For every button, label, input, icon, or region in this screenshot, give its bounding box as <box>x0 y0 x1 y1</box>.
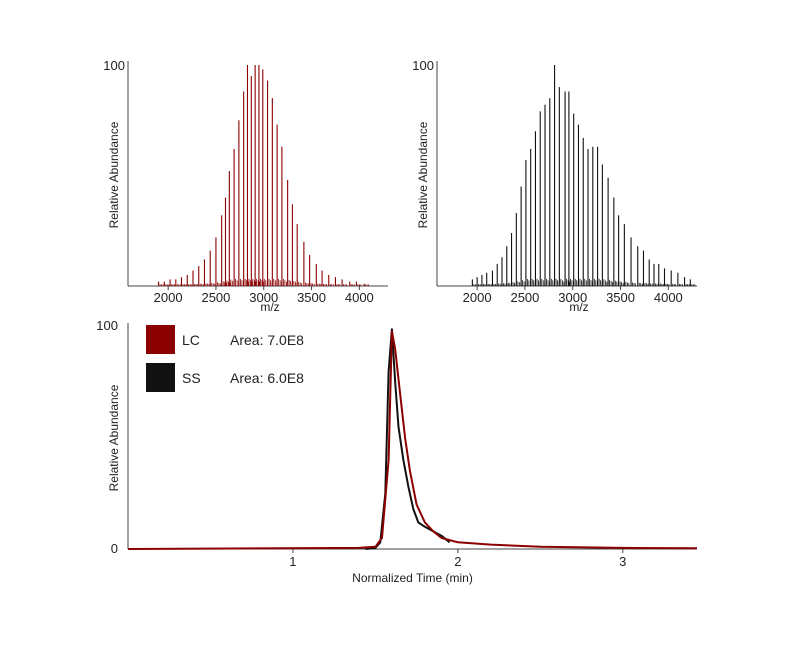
x-axis-title: m/z <box>260 300 279 314</box>
y-axis-title: Relative Abundance <box>107 121 121 228</box>
legend-area-lc: Area: 7.0E8 <box>230 332 304 348</box>
x-axis-title: m/z <box>569 300 588 314</box>
x-axis-title: Normalized Time (min) <box>352 571 473 585</box>
x-tick-label: 3 <box>619 554 626 569</box>
y-tick-label: 100 <box>96 318 118 333</box>
x-tick-label: 3000 <box>249 290 278 305</box>
y-axis-title: Relative Abundance <box>107 384 121 491</box>
x-tick-label: 4000 <box>654 290 683 305</box>
y-tick-label: 100 <box>103 58 125 73</box>
spectrum-peaks <box>158 65 370 286</box>
x-tick-label: 3500 <box>606 290 635 305</box>
y-tick-label: 100 <box>412 58 434 73</box>
y-axis-title: Relative Abundance <box>416 121 430 228</box>
x-tick-label: 2000 <box>154 290 183 305</box>
legend-label-ss: SS <box>182 370 201 386</box>
x-tick-label: 4000 <box>345 290 374 305</box>
legend-swatch-lc <box>146 325 175 354</box>
chromatogram-line-lc <box>127 330 698 550</box>
legend-label-lc: LC <box>182 332 200 348</box>
spectrum-peaks <box>471 65 696 286</box>
x-tick-label: 2 <box>454 554 461 569</box>
x-tick-label: 3000 <box>558 290 587 305</box>
y-tick-label: 0 <box>111 541 118 556</box>
x-tick-label: 3500 <box>297 290 326 305</box>
x-tick-label: 2000 <box>463 290 492 305</box>
chromatogram-line-ss <box>365 328 451 550</box>
legend-area-ss: Area: 6.0E8 <box>230 370 304 386</box>
x-tick-label: 1 <box>289 554 296 569</box>
x-tick-label: 2500 <box>510 290 539 305</box>
legend-swatch-ss <box>146 363 175 392</box>
x-tick-label: 2500 <box>201 290 230 305</box>
